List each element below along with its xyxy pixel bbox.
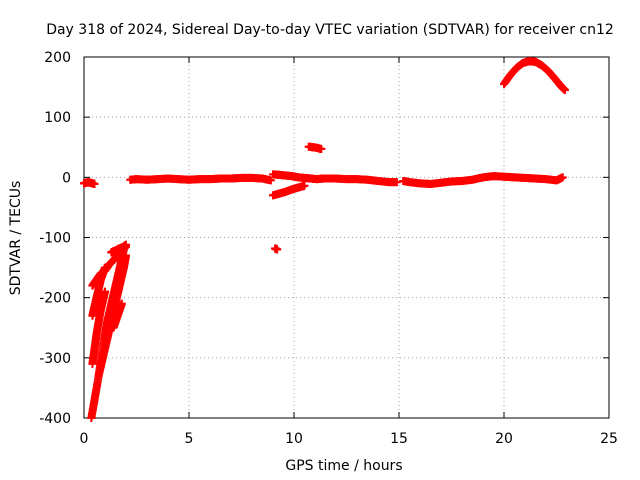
y-tick-label: 200 — [44, 50, 71, 66]
data-point — [90, 179, 99, 188]
data-point — [122, 251, 130, 260]
x-tick-label: 10 — [285, 431, 303, 447]
data-series — [88, 287, 109, 368]
data-points — [80, 57, 569, 422]
chart-title: Day 318 of 2024, Sidereal Day-to-day VTE… — [46, 22, 614, 38]
plot-border — [83, 56, 610, 419]
data-point — [273, 245, 282, 254]
y-axis-label: SDTVAR / TECUs — [8, 181, 24, 296]
data-point — [122, 240, 130, 249]
x-tick-labels: 0 5 10 15 20 25 — [80, 431, 618, 447]
data-point — [300, 181, 309, 190]
grid-lines — [84, 57, 609, 418]
y-tick-labels: -400 -300 -200 -100 0 100 200 — [39, 50, 71, 427]
data-point — [392, 178, 401, 187]
y-tick-label: -100 — [39, 231, 71, 247]
data-series — [269, 170, 401, 187]
tick-marks — [83, 56, 610, 419]
axes — [83, 56, 610, 419]
data-series — [109, 299, 126, 332]
x-tick-label: 5 — [185, 431, 194, 447]
x-tick-label: 0 — [80, 431, 89, 447]
data-point — [117, 299, 126, 308]
x-tick-label: 25 — [600, 431, 618, 447]
data-series — [304, 142, 326, 154]
y-tick-label: -300 — [39, 351, 71, 367]
data-series — [80, 178, 99, 188]
data-point — [266, 176, 275, 185]
data-series — [107, 240, 130, 257]
x-tick-label: 20 — [495, 431, 513, 447]
data-series — [271, 244, 282, 254]
data-point — [560, 86, 569, 95]
data-point — [558, 173, 567, 182]
data-series — [399, 172, 567, 188]
data-point — [101, 287, 109, 296]
y-tick-label: -400 — [39, 411, 71, 427]
x-tick-label: 15 — [390, 431, 408, 447]
data-point — [317, 145, 326, 154]
data-series — [269, 181, 309, 200]
data-series — [500, 57, 569, 95]
data-series — [94, 251, 130, 380]
data-series — [126, 173, 275, 185]
y-tick-label: -200 — [39, 291, 71, 307]
y-tick-label: 100 — [44, 110, 71, 126]
y-tick-label: 0 — [62, 170, 71, 186]
x-axis-label: GPS time / hours — [285, 458, 402, 474]
